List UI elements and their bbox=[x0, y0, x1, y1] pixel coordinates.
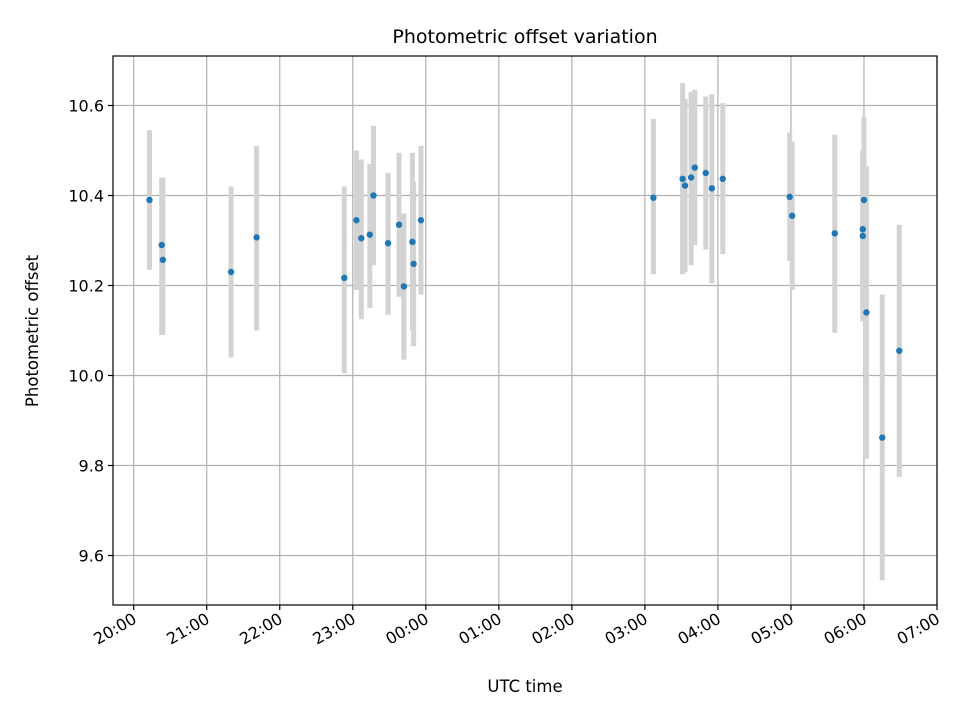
data-point bbox=[879, 434, 886, 441]
data-point bbox=[859, 226, 866, 233]
data-point bbox=[253, 234, 260, 241]
data-point bbox=[859, 232, 866, 240]
data-point bbox=[370, 192, 377, 199]
data-point bbox=[358, 235, 365, 242]
data-point bbox=[860, 196, 868, 204]
data-point bbox=[410, 260, 417, 268]
data-point bbox=[227, 268, 235, 276]
data-point bbox=[896, 347, 903, 354]
data-point bbox=[650, 194, 657, 201]
data-point bbox=[708, 185, 716, 192]
data-point bbox=[341, 274, 348, 282]
x-axis-label: UTC time bbox=[487, 677, 562, 696]
data-point bbox=[366, 231, 374, 238]
y-axis: 9.6 9.8 10.0 10.2 10.4 10.6 bbox=[68, 97, 113, 566]
chart-title: Photometric offset variation bbox=[392, 26, 657, 48]
y-tick-label: 10.6 bbox=[68, 97, 104, 116]
y-axis-label: Photometric offset bbox=[23, 254, 42, 407]
data-point bbox=[831, 230, 838, 237]
data-point bbox=[417, 217, 425, 224]
data-point bbox=[702, 169, 709, 177]
data-point bbox=[679, 175, 686, 183]
data-point bbox=[353, 217, 360, 224]
y-tick-label: 9.6 bbox=[79, 547, 104, 566]
data-point bbox=[788, 212, 796, 219]
data-point bbox=[395, 221, 403, 228]
data-point bbox=[863, 309, 870, 316]
data-point bbox=[719, 175, 726, 183]
data-point bbox=[158, 241, 165, 249]
data-points bbox=[146, 164, 903, 441]
data-point bbox=[159, 256, 167, 264]
y-tick-label: 9.8 bbox=[79, 457, 104, 476]
data-point bbox=[400, 283, 408, 290]
y-tick-label: 10.2 bbox=[68, 277, 104, 296]
y-tick-label: 10.0 bbox=[68, 367, 104, 386]
y-tick-label: 10.4 bbox=[68, 187, 104, 206]
data-point bbox=[786, 193, 793, 201]
plot-frame bbox=[112, 55, 938, 606]
data-point bbox=[384, 240, 392, 247]
data-point bbox=[691, 164, 698, 171]
data-point bbox=[146, 196, 153, 204]
data-point bbox=[687, 174, 695, 181]
data-point bbox=[409, 238, 416, 246]
data-point bbox=[681, 182, 689, 189]
